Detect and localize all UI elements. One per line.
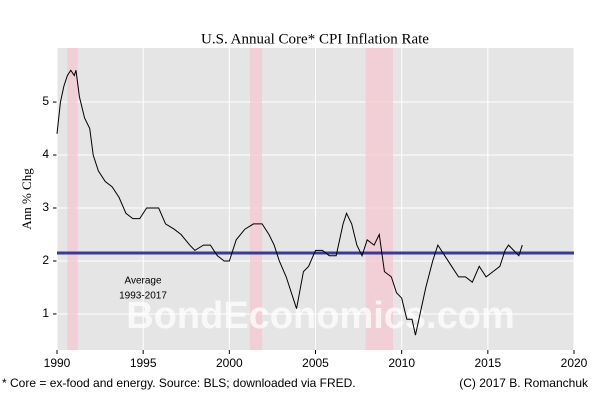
footnote: * Core = ex-food and energy. Source: BLS…: [2, 376, 356, 390]
x-tick-label: 1995: [130, 356, 157, 370]
y-tick-label: 1: [42, 306, 49, 320]
x-tick-label: 2005: [302, 356, 329, 370]
recession-band: [365, 48, 394, 350]
y-tick-label: 5: [42, 94, 49, 108]
x-tick-label: 2020: [561, 356, 588, 370]
x-tick-label: 1990: [44, 356, 71, 370]
series-line: [56, 69, 523, 336]
y-tick-label: 2: [42, 253, 49, 267]
y-axis-label: Ann % Chg: [19, 168, 34, 230]
recession-band: [250, 48, 263, 350]
x-tick-label: 2015: [474, 356, 501, 370]
x-tick-label: 2010: [388, 356, 415, 370]
chart-title: U.S. Annual Core* CPI Inflation Rate: [201, 31, 429, 47]
credit: (C) 2017 B. Romanchuk: [459, 376, 589, 390]
recession-band: [67, 48, 78, 350]
average-period: 1993-2017: [119, 291, 167, 302]
watermark: BondEconomics.com: [126, 295, 515, 337]
x-tick-label: 2000: [216, 356, 243, 370]
y-tick-label: 3: [42, 200, 49, 214]
average-label: Average: [124, 276, 162, 287]
y-tick-label: 4: [42, 147, 49, 161]
